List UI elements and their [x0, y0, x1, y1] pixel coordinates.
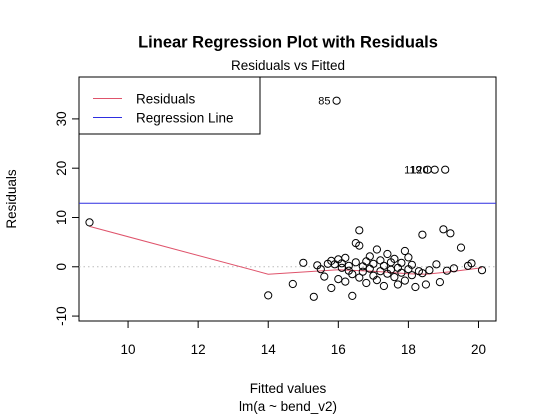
data-point — [380, 282, 387, 289]
x-tick-label: 20 — [471, 342, 486, 357]
legend-label-regression-line: Regression Line — [136, 111, 234, 126]
chart-subtitle: Residuals vs Fitted — [231, 58, 345, 73]
data-point — [394, 264, 401, 271]
data-point — [478, 267, 485, 274]
data-point — [370, 260, 377, 267]
data-point — [342, 254, 349, 261]
data-point — [391, 274, 398, 281]
data-point — [440, 226, 447, 233]
y-axis: -10 0 10 20 30 — [54, 111, 79, 325]
data-point — [349, 292, 356, 299]
data-point — [352, 259, 359, 266]
data-point — [447, 230, 454, 237]
x-tick-label: 12 — [191, 342, 206, 357]
data-point — [363, 279, 370, 286]
legend: Residuals Regression Line — [79, 77, 260, 134]
y-tick-label: 0 — [54, 263, 69, 271]
y-axis-label: Residuals — [4, 169, 19, 229]
data-point — [394, 281, 401, 288]
data-point — [433, 261, 440, 268]
data-point — [426, 267, 433, 274]
data-point — [380, 262, 387, 269]
data-point — [419, 231, 426, 238]
data-point — [457, 244, 464, 251]
data-point — [366, 253, 373, 260]
data-point — [335, 276, 342, 283]
x-axis: 10 12 14 16 18 20 — [121, 321, 486, 357]
data-point — [431, 166, 438, 173]
data-point — [442, 166, 449, 173]
outlier-label: 120 — [410, 165, 428, 177]
y-tick-label: 30 — [54, 111, 69, 126]
data-point — [398, 259, 405, 266]
data-point — [359, 268, 366, 275]
y-tick-label: -10 — [54, 306, 69, 326]
data-point — [408, 272, 415, 279]
data-point — [328, 284, 335, 291]
data-point — [342, 278, 349, 285]
data-point — [265, 292, 272, 299]
x-axis-model-label: lm(a ~ bend_v2) — [239, 399, 337, 414]
data-point — [405, 254, 412, 261]
data-point — [345, 262, 352, 269]
data-point — [401, 277, 408, 284]
x-tick-label: 18 — [401, 342, 416, 357]
data-point — [436, 279, 443, 286]
data-point — [333, 97, 340, 104]
data-point — [310, 293, 317, 300]
data-point — [377, 257, 384, 264]
data-point — [412, 283, 419, 290]
outlier-label: 85 — [318, 96, 330, 108]
data-point — [422, 281, 429, 288]
y-tick-label: 20 — [54, 161, 69, 176]
data-point — [363, 258, 370, 265]
data-point — [356, 227, 363, 234]
data-point — [300, 259, 307, 266]
x-tick-label: 16 — [331, 342, 346, 357]
data-point — [384, 250, 391, 257]
data-point — [373, 246, 380, 253]
data-point — [321, 273, 328, 280]
legend-label-residuals: Residuals — [136, 92, 196, 107]
data-point — [86, 219, 93, 226]
x-tick-label: 14 — [261, 342, 277, 357]
data-point — [443, 267, 450, 274]
chart-title: Linear Regression Plot with Residuals — [138, 34, 438, 52]
residuals-smooth-line — [90, 226, 483, 274]
y-tick-label: 10 — [54, 210, 69, 225]
x-axis-label: Fitted values — [250, 381, 327, 396]
data-point — [289, 280, 296, 287]
x-tick-label: 10 — [121, 342, 136, 357]
